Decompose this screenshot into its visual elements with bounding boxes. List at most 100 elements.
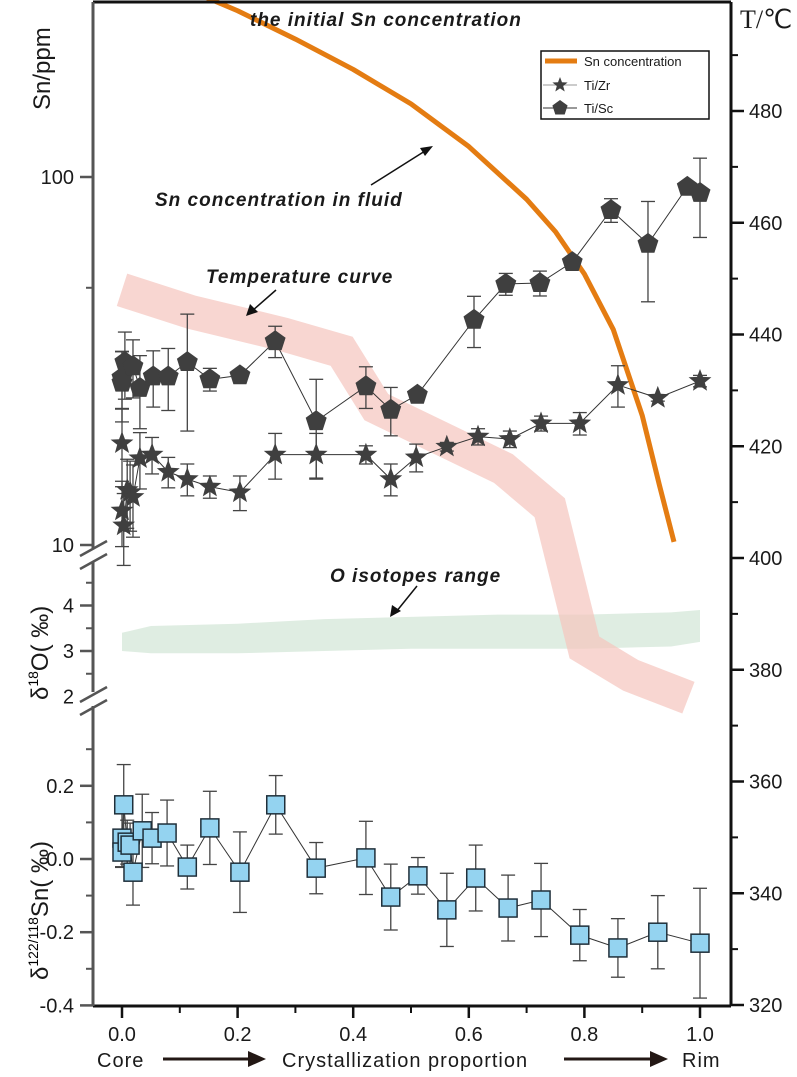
tizr-point [198,474,222,497]
temp-annotation-arrow-line [251,289,277,312]
right-tick-label: 460 [749,213,782,235]
tisc-point [637,232,659,253]
dsn-point [648,922,668,942]
left-tick-label: 0.2 [46,776,74,798]
series-group [110,157,712,999]
initial-sn-label: the initial Sn concentration [250,10,522,31]
left-tick-label: 3 [63,641,74,663]
sn-concentration-line [205,0,677,543]
temp-annotation-arrowhead-icon [246,304,258,316]
right-tick-label: 340 [749,883,782,905]
right-tick-label: 480 [749,101,782,123]
right-tick-label: 320 [749,995,782,1017]
x-label-core: Core [97,1050,144,1072]
sn-annotation-arrowhead-icon [420,146,433,156]
tisc-point [380,398,402,419]
o-isotopes-annotation: O isotopes range [330,566,501,587]
tizr-point [121,485,145,507]
right-tick-label: 380 [749,660,782,682]
legend-tizr-label: Ti/Zr [584,78,611,93]
tizr-point [304,442,328,465]
o-annotation-arrow-line [395,585,418,613]
dsn-point [265,795,286,815]
dsn-series [112,763,710,999]
tizr-point [606,373,630,395]
dsn-point [157,823,177,843]
x-label-rim: Rim [682,1050,721,1072]
sn-curve-annotation: Sn concentration in fluid [155,190,403,211]
tizr-point [498,427,522,449]
right-tick-label: 400 [749,548,782,570]
dsn-point [113,795,134,815]
tisc-point [355,375,377,396]
tisc-point [561,251,583,271]
dsn-point [123,862,143,882]
tisc-point [600,199,622,219]
bottom-ylabel-superscript: 122/118 [25,917,41,967]
tizr-point [112,513,136,536]
tizr-point [435,434,459,457]
tizr-point [228,480,252,503]
dsn-point [177,857,198,877]
temperature-band [116,273,695,714]
legend: Sn concentration Ti/Zr Ti/Sc [540,50,710,120]
bottom-ylabel-delta: δ [27,967,54,980]
tizr-point [118,480,142,503]
sn-concentration-curve-group [205,0,677,543]
bottom-ylabel-tail: Sn( ‰) [27,841,54,917]
tisc-point [229,364,251,385]
tizr-point [466,424,490,447]
dsn-point [437,900,457,920]
tizr-series [110,365,712,567]
left-tick-label: -0.2 [40,922,74,944]
tizr-point [688,369,712,391]
tisc-point [199,368,221,389]
x-tick-label: 0.8 [570,1024,598,1046]
middle-panel-ylabel: δ18O( ‰) [25,606,54,700]
rim-arrow-icon [650,1051,668,1067]
sn-annotation-arrow-line [370,150,426,186]
middle-ylabel-tail: O( ‰) [27,606,54,671]
middle-ylabel-delta: δ [27,687,54,700]
dsn-point [531,890,551,910]
tizr-point [140,442,164,465]
tisc-point [122,355,144,376]
tisc-point [305,410,327,431]
dsn-point [570,925,590,945]
dsn-point [230,862,250,882]
legend-sn-label: Sn concentration [584,54,682,69]
x-tick-label: 0.4 [339,1024,367,1046]
right-tick-label: 360 [749,772,782,794]
tizr-point [110,431,134,453]
frame [79,0,733,1008]
tizr-point [568,411,592,434]
tizr-point [263,442,287,465]
tizr-point [529,411,553,434]
dsn-point [608,938,628,958]
dsn-point [306,858,326,878]
dsn-point [690,933,710,953]
ticks-group: 10 100 2 3 4 -0.4 -0.2 0.0 0.2 320 340 360 380 400 420… [40,54,782,1046]
x-tick-label: 0.6 [455,1024,483,1046]
annotations: Sn concentration in fluid Temperature cu… [155,146,501,617]
right-axis-title: T/℃ [740,5,792,34]
tisc-point [495,273,517,293]
x-tick-label: 1.0 [686,1024,714,1046]
tisc-point [689,182,711,202]
legend-tisc-label: Ti/Sc [584,101,614,116]
dsn-point [465,868,486,888]
dsn-point [498,898,518,918]
axis-break-mark [79,685,108,704]
legend-pentagon-icon [552,100,568,115]
top-panel-ylabel: Sn/ppm [29,27,56,110]
x-tick-label: 0.2 [224,1024,252,1046]
axis-break-mark [79,552,108,571]
tisc-point [176,351,198,371]
tisc-point [463,308,485,329]
dsn-point [200,818,220,838]
o-annotation-arrowhead-icon [390,605,401,617]
bottom-panel-ylabel: δ122/118Sn( ‰) [25,841,54,980]
o-isotopes-band [122,610,700,654]
dsn-point [381,887,401,907]
